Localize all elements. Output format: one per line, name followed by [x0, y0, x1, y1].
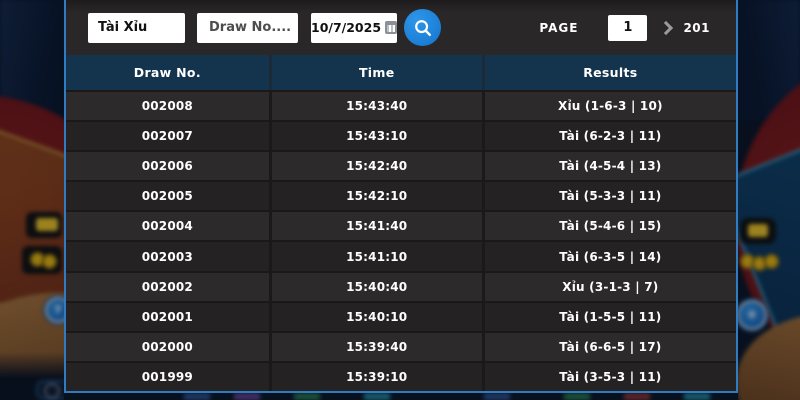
coins-icon — [740, 254, 755, 269]
cell-time: 15:39:10 — [272, 362, 485, 391]
cell-time: 15:42:40 — [272, 152, 485, 181]
table-body: 002008 15:43:40 Xỉu (1-6-3 | 10) 002007 … — [66, 90, 736, 391]
coins-icon — [42, 254, 57, 269]
table-row: 002002 15:40:40 Xỉu (3-1-3 | 7) — [66, 270, 736, 301]
players-icon — [748, 224, 768, 237]
draw-history-panel: 10/7/2025 PAGE 201 Draw No. Time Results… — [64, 0, 738, 393]
cell-result: Tài (3-5-3 | 11) — [559, 369, 662, 384]
background-shadow — [0, 352, 64, 400]
date-value: 10/7/2025 — [311, 20, 382, 35]
cell-time: 15:43:40 — [272, 92, 485, 121]
bet-badge — [26, 212, 62, 238]
table-row: 002007 15:43:10 Tài (6-2-3 | 11) — [66, 120, 736, 151]
table-row: 002004 15:41:40 Tài (5-4-6 | 15) — [66, 210, 736, 241]
cell-time: 15:43:10 — [272, 122, 485, 151]
calendar-icon — [385, 21, 397, 34]
cell-result: Tài (6-6-5 | 17) — [559, 339, 662, 354]
dice-icon — [36, 218, 58, 231]
chip-value: 7 — [54, 304, 62, 316]
table-row: 002005 15:42:10 Tài (5-3-3 | 11) — [66, 180, 736, 211]
table-row: 002001 15:40:10 Tài (1-5-5 | 11) — [66, 300, 736, 331]
header-draw-no: Draw No. — [66, 55, 272, 90]
chip-value: 0 — [748, 309, 756, 321]
page-label: PAGE — [539, 20, 579, 35]
header-results: Results — [583, 65, 638, 80]
cell-result: Tài (5-3-3 | 11) — [559, 189, 662, 204]
cell-draw-no: 001999 — [66, 362, 272, 391]
cell-result: Tài (5-4-6 | 15) — [559, 219, 662, 234]
cell-result: Xỉu (3-1-3 | 7) — [562, 279, 659, 294]
cell-draw-no: 002005 — [66, 182, 272, 211]
total-pages: 201 — [683, 20, 710, 35]
search-button[interactable] — [404, 9, 441, 46]
bet-chip-right: 0 — [737, 300, 767, 330]
cell-result: Tài (6-3-5 | 14) — [559, 249, 662, 264]
coins-icon — [764, 254, 779, 269]
cell-draw-no: 002002 — [66, 272, 272, 301]
draw-no-input[interactable] — [197, 12, 298, 43]
cell-time: 15:42:10 — [272, 182, 485, 211]
cell-draw-no: 002003 — [66, 242, 272, 271]
game-select[interactable] — [88, 12, 185, 43]
cell-draw-no: 002004 — [66, 212, 272, 241]
stage-curtain-left — [0, 0, 64, 140]
table-row: 002000 15:39:40 Tài (6-6-5 | 17) — [66, 330, 736, 361]
cell-time: 15:41:40 — [272, 212, 485, 241]
cell-time: 15:41:10 — [272, 242, 485, 271]
cell-result: Tài (6-2-3 | 11) — [559, 129, 662, 144]
cell-draw-no: 002000 — [66, 332, 272, 361]
coins-icon — [752, 256, 767, 271]
cell-draw-no: 002008 — [66, 92, 272, 121]
date-picker[interactable]: 10/7/2025 — [311, 12, 397, 43]
stage-curtain-right — [738, 0, 800, 120]
cell-time: 15:40:40 — [272, 272, 485, 301]
cell-time: 15:40:10 — [272, 302, 485, 331]
cell-result: Xỉu (1-6-3 | 10) — [558, 99, 663, 114]
table-row: 002008 15:43:40 Xỉu (1-6-3 | 10) — [66, 90, 736, 121]
cell-time: 15:39:40 — [272, 332, 485, 361]
page-number-input[interactable] — [608, 14, 648, 41]
table-row: 001999 15:39:10 Tài (3-5-3 | 11) — [66, 360, 736, 391]
search-icon — [414, 19, 431, 36]
table-row: 002003 15:41:10 Tài (6-3-5 | 14) — [66, 240, 736, 271]
chevron-right-icon[interactable] — [659, 20, 674, 35]
bet-badge — [22, 246, 62, 274]
sicbo-table-felt-right — [735, 55, 800, 385]
bet-badge — [740, 218, 776, 244]
cell-result: Tài (4-5-4 | 13) — [559, 159, 662, 174]
header-time: Time — [272, 55, 485, 90]
cell-draw-no: 002001 — [66, 302, 272, 331]
filter-toolbar: 10/7/2025 PAGE 201 — [66, 0, 736, 55]
table-header: Draw No. Time Results — [66, 55, 736, 90]
cell-result: Tài (1-5-5 | 11) — [559, 309, 662, 324]
cell-draw-no: 002006 — [66, 152, 272, 181]
cell-draw-no: 002007 — [66, 122, 272, 151]
coins-icon — [30, 252, 45, 267]
chip-tray-strip — [64, 393, 738, 400]
table-row: 002006 15:42:40 Tài (4-5-4 | 13) — [66, 150, 736, 181]
